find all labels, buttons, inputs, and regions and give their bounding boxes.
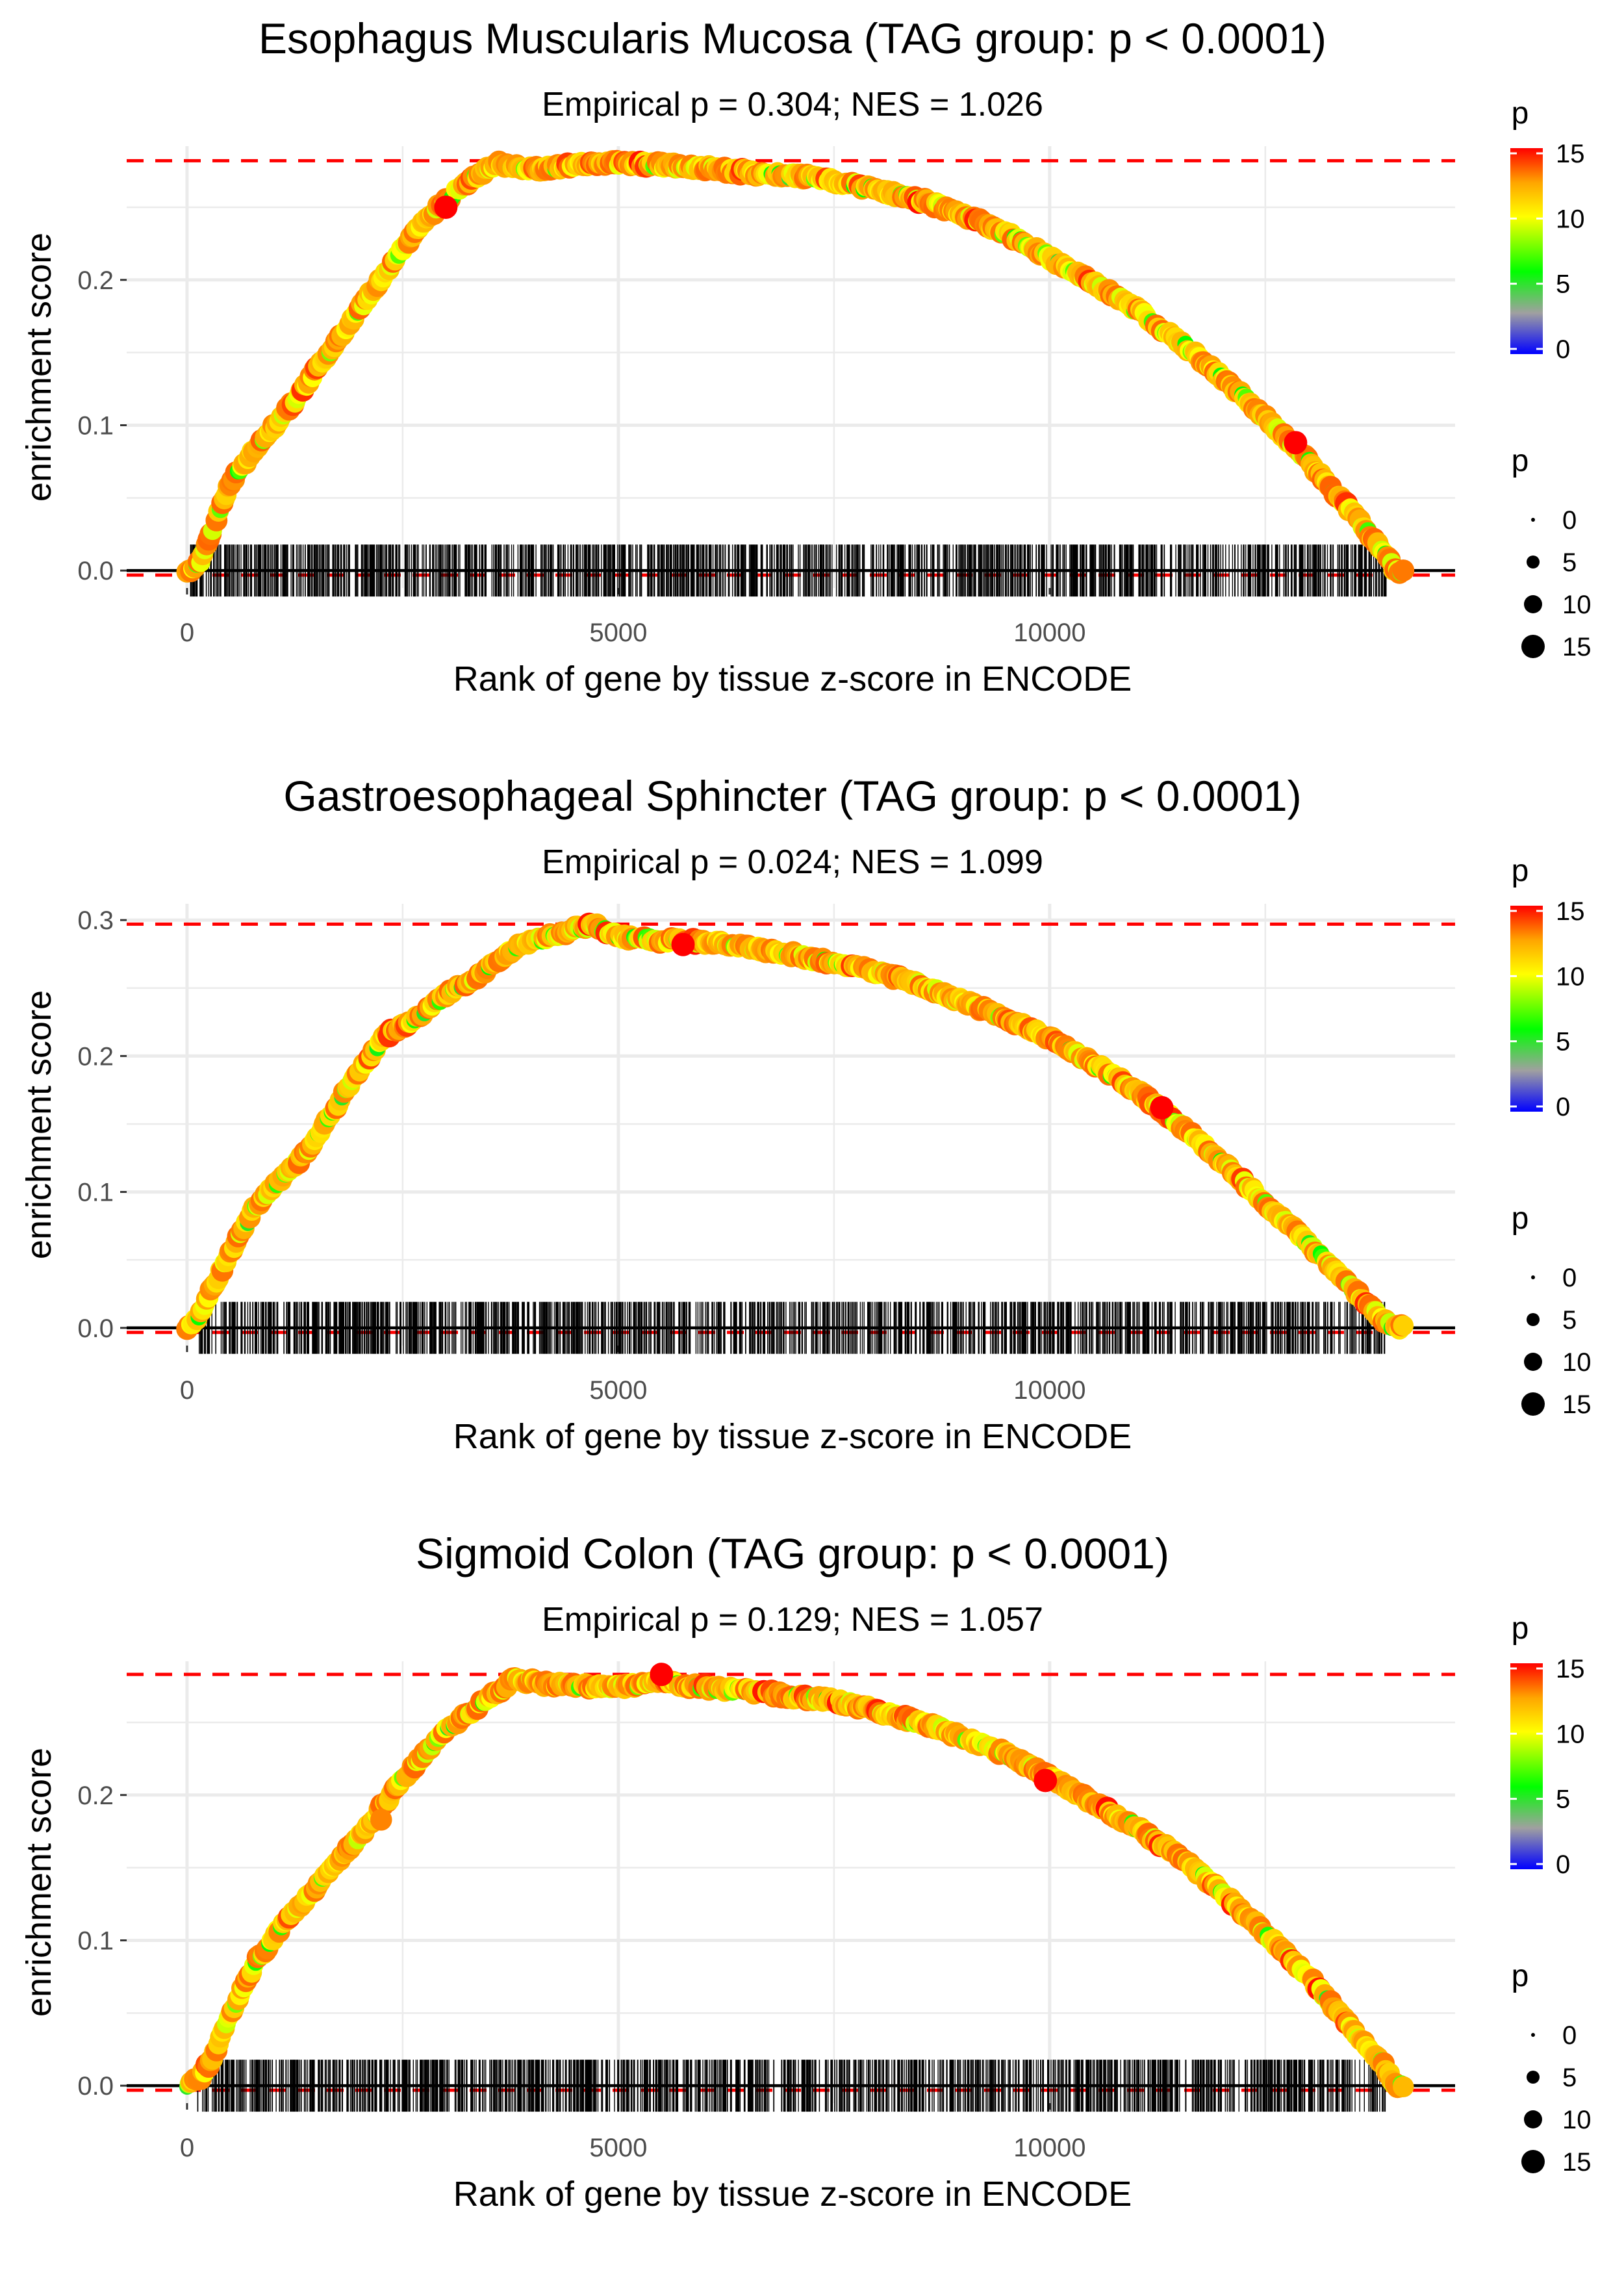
size-legend-dot [1527, 556, 1540, 568]
colorbar-tick-label: 15 [1556, 140, 1585, 168]
y-tick-label: 0.1 [77, 1926, 114, 1955]
colorbar-tick-label: 10 [1556, 962, 1585, 991]
x-axis-label: Rank of gene by tissue z-score in ENCODE [453, 659, 1132, 698]
x-tick-label: 5000 [589, 1376, 647, 1405]
y-axis-label: enrichment score [19, 1748, 58, 2017]
y-tick-label: 0.0 [77, 557, 114, 585]
colorbar-tick-label: 0 [1556, 1850, 1570, 1879]
chart-subtitle: Empirical p = 0.024; NES = 1.099 [542, 843, 1043, 881]
colorbar-tick-label: 0 [1556, 1093, 1570, 1121]
highlight-point [650, 1663, 674, 1687]
size-legend-label: 10 [1562, 2106, 1592, 2134]
highlight-point [671, 932, 695, 956]
size-legend-dot [1531, 2033, 1535, 2037]
x-tick-label: 0 [180, 2134, 194, 2162]
x-tick-label: 0 [180, 619, 194, 647]
size-legend-dot [1524, 595, 1542, 613]
colorbar-tick-label: 15 [1556, 897, 1585, 926]
size-legend-label: 10 [1562, 1348, 1592, 1377]
y-tick-label: 0.2 [77, 1782, 114, 1810]
size-legend-title: p [1512, 1959, 1529, 1993]
es-point [1393, 2076, 1414, 2097]
y-tick-label: 0.2 [77, 1042, 114, 1071]
highlight-point [434, 195, 458, 219]
x-axis-label: Rank of gene by tissue z-score in ENCODE [453, 2175, 1132, 2214]
color-legend-title: p [1512, 96, 1529, 131]
size-legend-label: 10 [1562, 591, 1592, 619]
size-legend-dot [1521, 635, 1545, 658]
size-legend-title: p [1512, 444, 1529, 478]
colorbar-tick-label: 10 [1556, 1720, 1585, 1748]
chart-title: Sigmoid Colon (TAG group: p < 0.0001) [416, 1529, 1169, 1578]
x-tick-label: 10000 [1013, 2134, 1085, 2162]
es-point [1392, 559, 1415, 581]
x-tick-label: 5000 [589, 2134, 647, 2162]
size-legend-label: 5 [1562, 1306, 1577, 1335]
es-point-group [179, 1667, 1414, 2099]
y-tick-label: 0.3 [77, 906, 114, 935]
chart-svg-3: Sigmoid Colon (TAG group: p < 0.0001) Emp… [19, 1529, 1592, 2214]
colorbar [1510, 1663, 1543, 1869]
color-legend-title: p [1512, 1611, 1529, 1646]
size-legend-dot [1531, 518, 1535, 522]
size-legend-dot [1531, 1275, 1535, 1279]
size-legend-dot [1521, 2150, 1545, 2173]
chart-svg-2: Gastroesophageal Sphincter (TAG group: p… [19, 772, 1592, 1456]
chart-title: Esophagus Muscularis Mucosa (TAG group: … [259, 14, 1326, 62]
colorbar [1510, 906, 1543, 1112]
color-legend-title: p [1512, 854, 1529, 888]
size-legend-label: 5 [1562, 548, 1577, 577]
x-tick-label: 10000 [1013, 1376, 1085, 1405]
y-tick-label: 0.0 [77, 1314, 114, 1343]
highlight-point [1034, 1769, 1058, 1793]
chart-svg-1: Esophagus Muscularis Mucosa (TAG group: … [19, 14, 1592, 698]
es-point [1393, 1315, 1414, 1336]
chart-title: Gastroesophageal Sphincter (TAG group: p… [283, 772, 1301, 820]
x-tick-label: 5000 [589, 619, 647, 647]
size-legend-dot [1524, 1353, 1542, 1371]
chart-panel-1: Esophagus Muscularis Mucosa (TAG group: … [0, 0, 1624, 758]
chart-subtitle: Empirical p = 0.304; NES = 1.026 [542, 86, 1043, 123]
colorbar-tick-label: 5 [1556, 1785, 1570, 1814]
colorbar-tick-label: 0 [1556, 335, 1570, 364]
size-legend-label: 0 [1562, 1264, 1577, 1292]
size-legend-label: 5 [1562, 2063, 1577, 2092]
y-tick-label: 0.1 [77, 411, 114, 440]
y-tick-label: 0.1 [77, 1179, 114, 1207]
size-legend-label: 0 [1562, 506, 1577, 535]
es-point-group [176, 912, 1414, 1340]
size-legend-title: p [1512, 1201, 1529, 1236]
size-legend-dot [1521, 1392, 1545, 1416]
y-axis-label: enrichment score [19, 233, 58, 502]
x-axis-label: Rank of gene by tissue z-score in ENCODE [453, 1417, 1132, 1456]
y-tick-label: 0.2 [77, 266, 114, 295]
chart-subtitle: Empirical p = 0.129; NES = 1.057 [542, 1601, 1043, 1639]
size-legend-dot [1524, 2110, 1542, 2128]
chart-panel-2: Gastroesophageal Sphincter (TAG group: p… [0, 758, 1624, 1515]
highlight-point [370, 1809, 392, 1831]
x-tick-label: 10000 [1013, 619, 1085, 647]
size-legend-label: 0 [1562, 2021, 1577, 2050]
highlight-point [1284, 431, 1308, 455]
size-legend-label: 15 [1562, 1390, 1592, 1419]
chart-panel-3: Sigmoid Colon (TAG group: p < 0.0001) Emp… [0, 1515, 1624, 2273]
highlight-point [1150, 1095, 1174, 1119]
size-legend-label: 15 [1562, 633, 1592, 661]
x-tick-label: 0 [180, 1376, 194, 1405]
colorbar-tick-label: 15 [1556, 1655, 1585, 1683]
size-legend-dot [1527, 2071, 1540, 2084]
es-point-group [176, 149, 1415, 584]
colorbar-tick-label: 5 [1556, 270, 1570, 299]
colorbar [1510, 148, 1543, 354]
colorbar-tick-label: 10 [1556, 205, 1585, 233]
size-legend-dot [1527, 1313, 1540, 1326]
y-tick-label: 0.0 [77, 2072, 114, 2101]
colorbar-tick-label: 5 [1556, 1028, 1570, 1056]
y-axis-label: enrichment score [19, 990, 58, 1259]
size-legend-label: 15 [1562, 2148, 1592, 2177]
